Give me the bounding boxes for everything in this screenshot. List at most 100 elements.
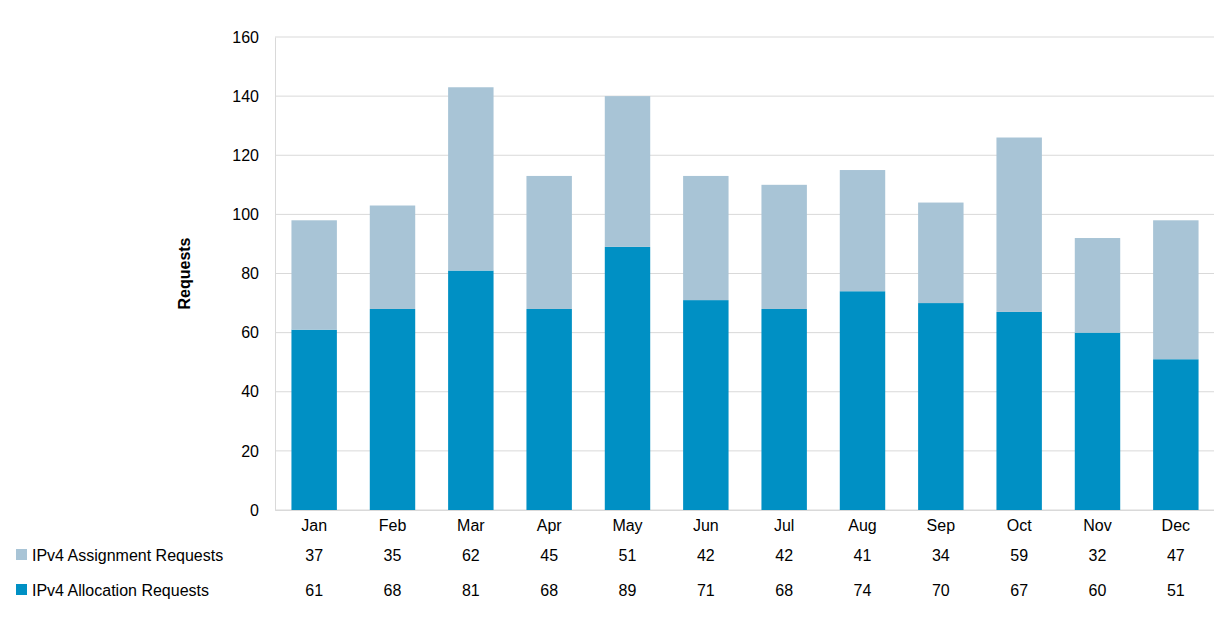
tick-label: 20 (241, 442, 259, 459)
grid-line (275, 332, 1214, 333)
tick: 140 (232, 88, 275, 105)
grid-line (275, 450, 1214, 451)
tick: May (612, 510, 642, 534)
axis-title: Requests (176, 237, 193, 309)
bar (1153, 359, 1198, 510)
data-label: 62 (462, 547, 480, 564)
tick-label: 140 (232, 88, 259, 105)
tick: Oct (1007, 510, 1032, 534)
tick: 20 (241, 442, 275, 459)
series (291, 87, 1198, 359)
bar (683, 300, 728, 510)
grid-line (275, 96, 1214, 97)
tick: 100 (232, 206, 275, 223)
legend-label: IPv4 Allocation Requests (32, 582, 209, 599)
bar (605, 96, 650, 247)
axis-line (276, 510, 1214, 511)
tick: Jan (301, 510, 327, 534)
tick-label: 60 (241, 324, 259, 341)
bar (1075, 238, 1120, 333)
data-label: 68 (384, 582, 402, 599)
tick: 0 (250, 502, 275, 519)
legend-label: IPv4 Assignment Requests (32, 547, 223, 564)
data-label: 60 (1089, 582, 1107, 599)
tick: 40 (241, 383, 275, 400)
grid-line (275, 273, 1214, 274)
tick: 160 (232, 29, 275, 46)
tick-label: Jan (301, 517, 327, 534)
tick-label: 100 (232, 206, 259, 223)
legend-row: IPv4 Allocation Requests6168816889716874… (16, 582, 1185, 599)
chart: 020406080100120140160JanFebMarAprMayJunJ… (0, 0, 1214, 627)
tick-label: Mar (457, 517, 485, 534)
grid-line (275, 155, 1214, 156)
bar (918, 203, 963, 304)
tick: Apr (537, 510, 563, 534)
bar (683, 176, 728, 300)
bar (526, 309, 571, 510)
data-label: 37 (305, 547, 323, 564)
tick-label: 0 (250, 502, 259, 519)
axis-line (275, 38, 276, 511)
tick: Jun (693, 510, 719, 534)
bar (448, 87, 493, 270)
grid (275, 37, 1214, 510)
data-label: 42 (775, 547, 793, 564)
data-label: 47 (1167, 547, 1185, 564)
tick-label: Feb (379, 517, 407, 534)
tick-label: Oct (1007, 517, 1032, 534)
bar (370, 206, 415, 309)
tick-label: Dec (1162, 517, 1190, 534)
data-label: 42 (697, 547, 715, 564)
grid-line (275, 37, 1214, 38)
tick-label: Jul (774, 517, 794, 534)
series (291, 247, 1198, 510)
data-label: 45 (540, 547, 558, 564)
grid-line (275, 214, 1214, 215)
tick: Sep (927, 510, 956, 534)
tick: Jul (774, 510, 794, 534)
data-label: 41 (854, 547, 872, 564)
grid-line (275, 510, 1214, 511)
tick-label: Apr (537, 517, 563, 534)
data-label: 74 (854, 582, 872, 599)
legend-swatch (16, 549, 27, 560)
data-label: 70 (932, 582, 950, 599)
bar (996, 312, 1041, 510)
data-label: 81 (462, 582, 480, 599)
data-label: 32 (1089, 547, 1107, 564)
data-label: 61 (305, 582, 323, 599)
bar (996, 138, 1041, 312)
tick: 80 (241, 265, 275, 282)
bar (448, 271, 493, 510)
bar (1153, 220, 1198, 359)
data-label: 89 (619, 582, 637, 599)
legend-swatch (16, 584, 27, 595)
bar (291, 330, 336, 510)
y-axis: 0 20 40 60 80 100 120 140 160 (232, 29, 275, 519)
data-label: 51 (1167, 582, 1185, 599)
tick-label: 40 (241, 383, 259, 400)
tick-label: 120 (232, 147, 259, 164)
tick: 120 (232, 147, 275, 164)
bar (526, 176, 571, 309)
bar (291, 220, 336, 329)
bars (291, 87, 1198, 510)
bar (370, 309, 415, 510)
x-axis: Jan Feb Mar Apr May Jun Jul Aug Sep Oct Nov Dec (276, 510, 1214, 534)
bar (918, 303, 963, 510)
bar (761, 309, 806, 510)
data-label: 34 (932, 547, 950, 564)
tick-label: May (612, 517, 642, 534)
legend-row: IPv4 Assignment Requests3735624551424241… (16, 547, 1185, 564)
tick: Nov (1083, 510, 1111, 534)
bar (840, 291, 885, 510)
tick-label: Nov (1083, 517, 1111, 534)
grid-line (275, 391, 1214, 392)
data-label: 71 (697, 582, 715, 599)
bar (761, 185, 806, 309)
tick-label: Aug (848, 517, 876, 534)
tick-label: 160 (232, 29, 259, 46)
data-label: 68 (775, 582, 793, 599)
data-label: 35 (384, 547, 402, 564)
